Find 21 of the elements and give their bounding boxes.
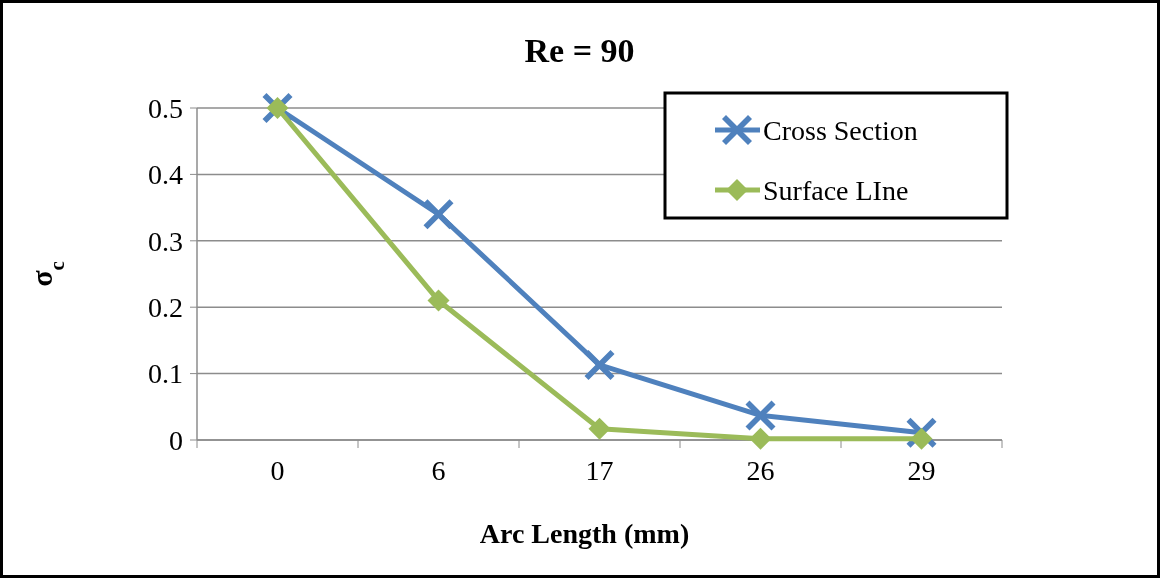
y-tick-label: 0.3: [148, 225, 183, 257]
legend-label: Surface LIne: [763, 174, 909, 206]
point: [749, 427, 772, 450]
y-tick-label: 0.5: [148, 92, 183, 124]
y-tick-label: 0.1: [148, 358, 183, 390]
y-tick-label: 0.4: [148, 159, 183, 191]
legend-label: Cross Section: [763, 114, 918, 146]
x-tick-label: 6: [431, 455, 446, 486]
y-tick-label: 0: [169, 424, 183, 456]
point: [427, 289, 450, 312]
y-tick-label: 0.2: [148, 292, 183, 323]
point: [588, 417, 611, 440]
x-axis-title: Arc Length (mm): [479, 518, 690, 549]
x-tick-label: 26: [746, 455, 775, 486]
point: [745, 400, 776, 431]
x-tick-label: 29: [907, 455, 936, 486]
chart-title: Re = 90: [524, 32, 635, 69]
x-tick-label: 0: [270, 455, 285, 486]
point: [584, 349, 615, 380]
point: [423, 199, 454, 230]
x-tick-label: 17: [585, 455, 614, 486]
